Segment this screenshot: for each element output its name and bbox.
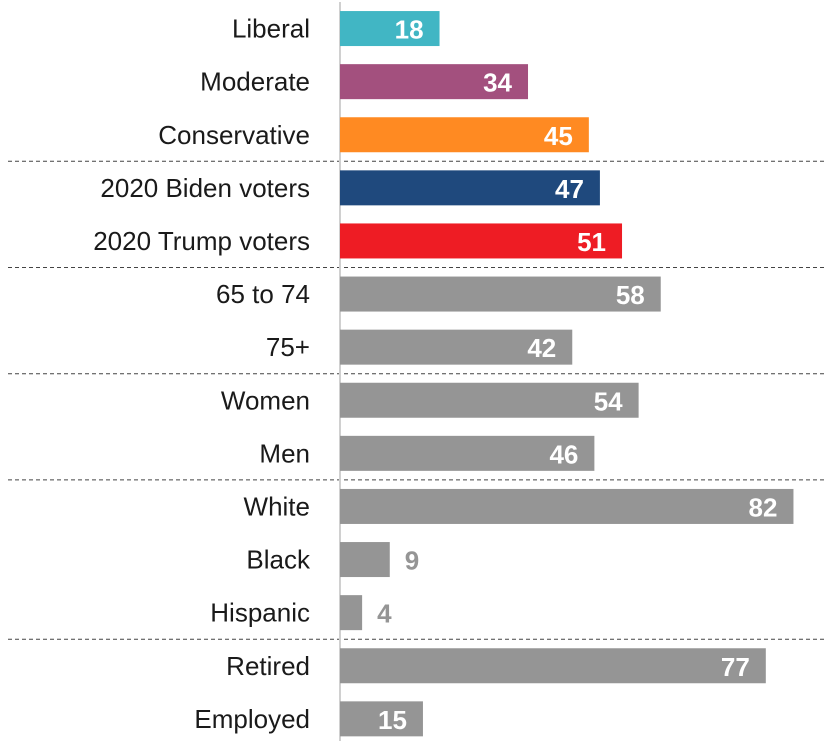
bars-group: Liberal 18 Moderate 34 Conservative 45 2020 Bi…	[93, 11, 794, 737]
bar	[340, 11, 440, 47]
bar	[340, 435, 595, 471]
bar	[340, 701, 423, 737]
value-label: 42	[527, 333, 556, 363]
bar	[340, 117, 589, 153]
category-label: Retired	[226, 651, 310, 681]
value-label: 18	[395, 15, 424, 45]
bar	[340, 648, 766, 684]
category-label: White	[244, 491, 310, 521]
value-label: 77	[721, 652, 750, 682]
bar	[340, 64, 529, 100]
category-label: Employed	[194, 704, 310, 734]
category-label: Moderate	[200, 67, 310, 97]
category-label: Hispanic	[210, 598, 310, 628]
value-label: 47	[555, 174, 584, 204]
category-label: 65 to 74	[216, 279, 310, 309]
value-label: 34	[483, 68, 512, 98]
category-label: Women	[221, 385, 310, 415]
category-label: 2020 Trump voters	[93, 226, 310, 256]
bar	[340, 542, 390, 578]
value-label: 9	[405, 546, 419, 576]
bar	[340, 329, 573, 365]
bar	[340, 382, 639, 418]
category-label: Men	[259, 438, 310, 468]
bar	[340, 595, 363, 631]
value-label: 51	[577, 227, 606, 257]
category-label: Conservative	[158, 120, 310, 150]
category-label: 75+	[266, 332, 310, 362]
value-label: 15	[378, 705, 407, 735]
bar	[340, 223, 623, 259]
bar	[340, 276, 661, 312]
value-label: 4	[377, 599, 392, 629]
value-label: 54	[594, 386, 623, 416]
value-label: 46	[549, 439, 578, 469]
bar	[340, 488, 794, 524]
bar	[340, 170, 600, 206]
group-separators	[8, 160, 827, 640]
value-label: 58	[616, 280, 645, 310]
category-label: Black	[246, 545, 311, 575]
value-label: 45	[544, 121, 573, 151]
category-label: Liberal	[232, 14, 310, 44]
category-label: 2020 Biden voters	[100, 173, 310, 203]
value-label: 82	[749, 492, 778, 522]
